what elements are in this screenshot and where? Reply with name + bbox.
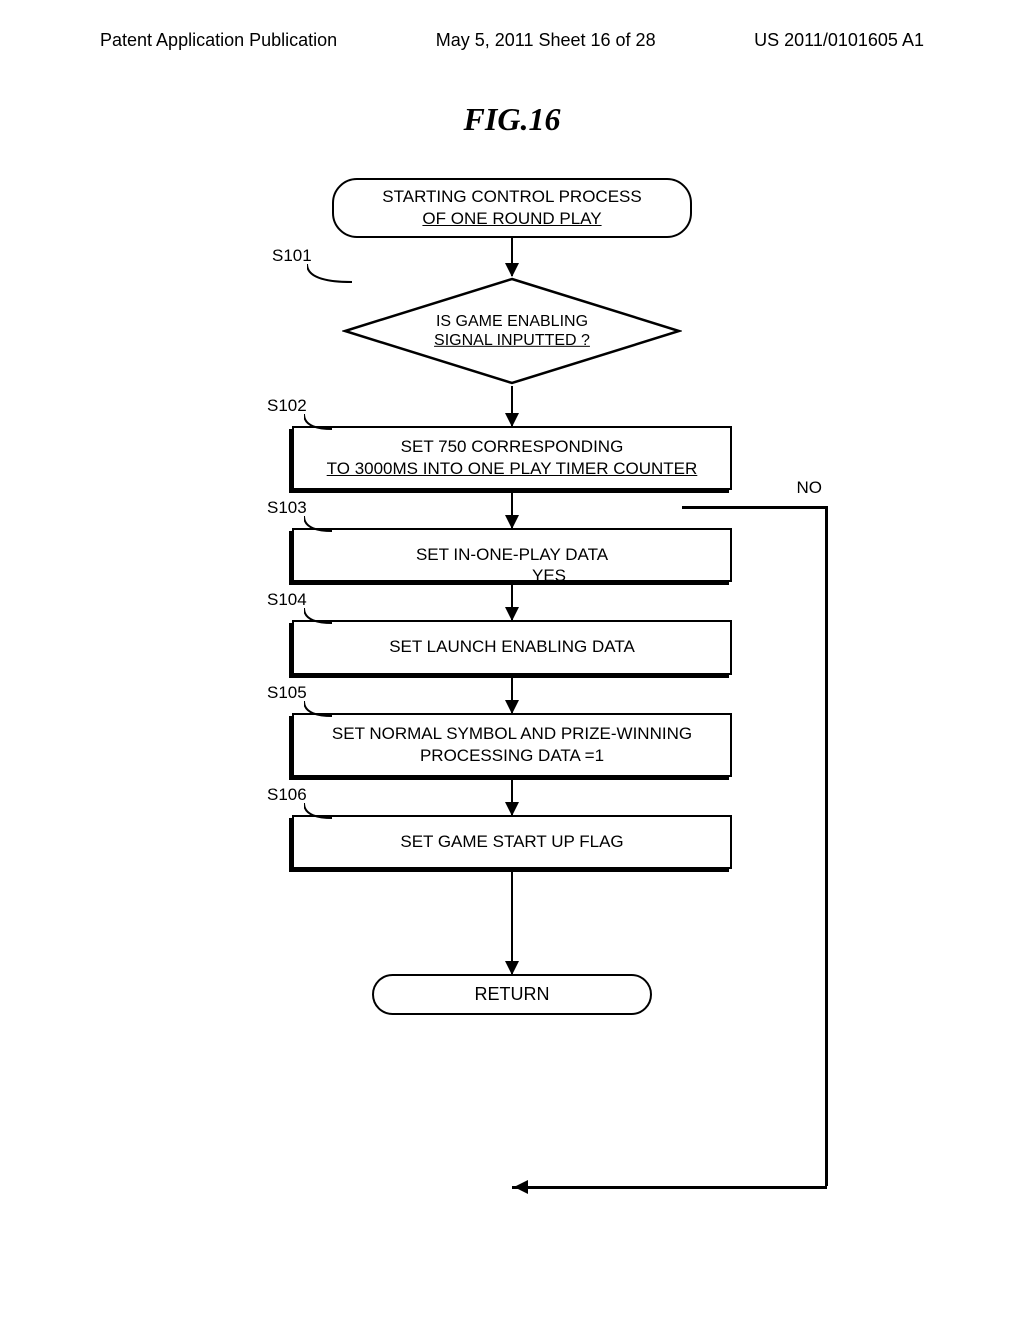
merge-line [512, 1186, 827, 1189]
start-line1: STARTING CONTROL PROCESS [346, 186, 678, 208]
s105-line2: PROCESSING DATA =1 [306, 745, 718, 767]
merge-arrow [514, 1180, 528, 1194]
return-text: RETURN [475, 984, 550, 1004]
s105-line1: SET NORMAL SYMBOL AND PRIZE-WINNING [306, 723, 718, 745]
process-s102: SET 750 CORRESPONDING TO 3000MS INTO ONE… [292, 426, 732, 490]
no-line-h [682, 506, 827, 509]
s102-line2: TO 3000MS INTO ONE PLAY TIMER COUNTER [306, 458, 718, 480]
s106-line1: SET GAME START UP FLAG [306, 831, 718, 853]
step-label-s106: S106 [267, 785, 307, 805]
arrow-8 [511, 924, 514, 974]
figure-title: FIG.16 [0, 101, 1024, 138]
arrow-3 [511, 490, 514, 528]
step-label-s101: S101 [272, 246, 312, 266]
arrow-7 [511, 869, 514, 924]
process-s106: SET GAME START UP FLAG [292, 815, 732, 869]
step-label-s103: S103 [267, 498, 307, 518]
arrow-1 [511, 238, 514, 276]
process-s105: SET NORMAL SYMBOL AND PRIZE-WINNING PROC… [292, 713, 732, 777]
start-terminator: STARTING CONTROL PROCESS OF ONE ROUND PL… [332, 178, 692, 238]
step-label-s102: S102 [267, 396, 307, 416]
step-label-s104: S104 [267, 590, 307, 610]
step-label-s105: S105 [267, 683, 307, 703]
arrow-6 [511, 777, 514, 815]
start-line2: OF ONE ROUND PLAY [346, 208, 678, 230]
arrow-4 [511, 582, 514, 620]
decision-diamond: IS GAME ENABLING SIGNAL INPUTTED ? [342, 276, 682, 386]
flowchart-container: STARTING CONTROL PROCESS OF ONE ROUND PL… [212, 178, 812, 1015]
no-label: NO [797, 478, 823, 498]
header-left: Patent Application Publication [100, 30, 337, 51]
header-center: May 5, 2011 Sheet 16 of 28 [436, 30, 656, 51]
header-right: US 2011/0101605 A1 [754, 30, 924, 51]
decision-line1: IS GAME ENABLING [402, 312, 622, 331]
arrow-5 [511, 675, 514, 713]
arrow-2 [511, 386, 514, 426]
decision-line2: SIGNAL INPUTTED ? [402, 331, 622, 350]
s102-line1: SET 750 CORRESPONDING [306, 436, 718, 458]
s103-line1: SET IN-ONE-PLAY DATA [306, 544, 718, 566]
process-s104: SET LAUNCH ENABLING DATA [292, 620, 732, 674]
no-line-v [825, 506, 828, 1186]
decision-text: IS GAME ENABLING SIGNAL INPUTTED ? [402, 312, 622, 350]
return-terminator: RETURN [372, 974, 652, 1015]
s104-line1: SET LAUNCH ENABLING DATA [306, 636, 718, 658]
process-s103: SET IN-ONE-PLAY DATA [292, 528, 732, 582]
